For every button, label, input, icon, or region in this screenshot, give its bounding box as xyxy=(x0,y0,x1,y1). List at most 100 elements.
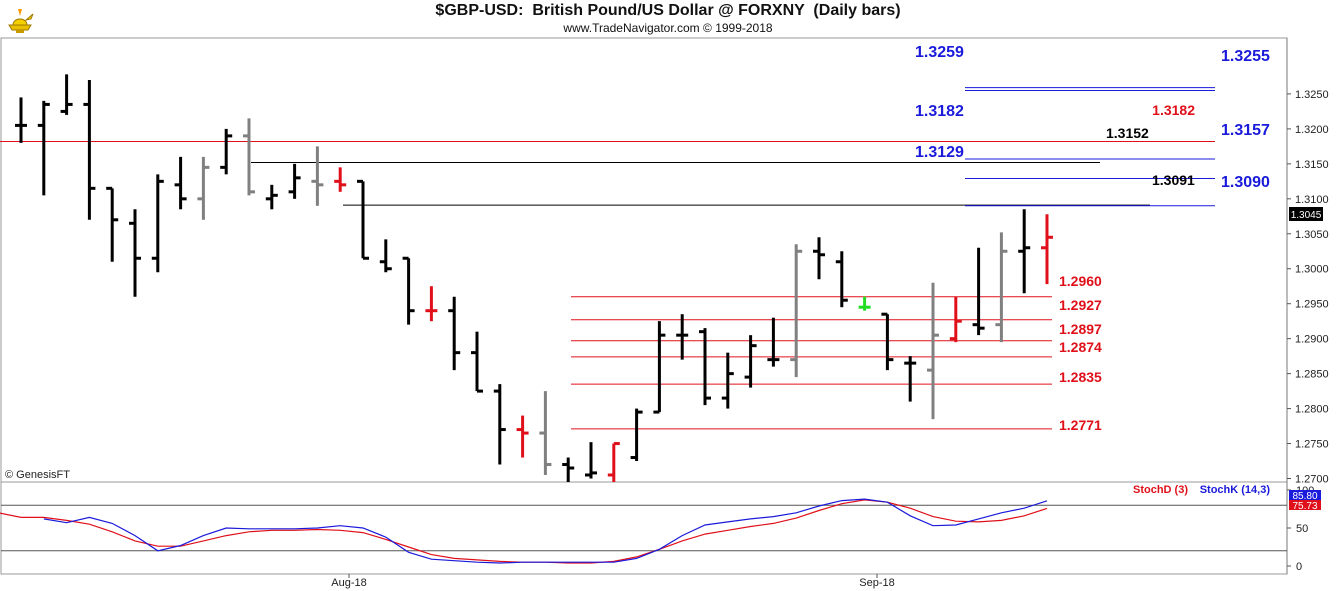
ohlc-bar xyxy=(607,442,620,482)
stochk-legend: StochK (14,3) xyxy=(1200,484,1271,496)
price-tick-label: 1.2750 xyxy=(1295,439,1329,451)
ohlc-bar xyxy=(676,314,689,360)
ohlc-bar xyxy=(744,335,757,388)
stoch-badges: 85.80 75.73 xyxy=(1289,490,1321,512)
level-label: 1.2835 xyxy=(1059,369,1102,385)
price-tick-label: 1.2950 xyxy=(1295,299,1329,311)
level-label: 1.3129 xyxy=(915,144,964,161)
stoch-reference-lines xyxy=(1,504,1287,552)
ohlc-bar xyxy=(630,408,643,462)
price-tick-label: 1.3000 xyxy=(1295,264,1329,276)
ohlc-bar xyxy=(949,296,962,343)
ohlc-bar xyxy=(881,312,894,371)
level-label: 1.2771 xyxy=(1059,417,1102,433)
ohlc-bar xyxy=(1041,214,1053,285)
level-label: 1.3090 xyxy=(1221,174,1270,191)
ohlc-bar xyxy=(585,442,597,479)
level-label: 1.2874 xyxy=(1059,339,1102,355)
price-tick-label: 1.3050 xyxy=(1295,229,1329,241)
level-lines xyxy=(0,87,1215,430)
level-label: 1.3259 xyxy=(915,44,964,61)
level-label: 1.3152 xyxy=(1106,125,1149,141)
chart-subtitle: www.TradeNavigator.com © 1999-2018 xyxy=(563,21,773,35)
ohlc-bar xyxy=(858,296,871,311)
stochk-last-value: 85.80 xyxy=(1292,491,1317,502)
level-label: 1.2927 xyxy=(1059,297,1102,313)
level-label: 1.3091 xyxy=(1152,172,1195,188)
ohlc-bar xyxy=(37,100,50,196)
ohlc-bar xyxy=(83,79,96,220)
ohlc-bar xyxy=(402,256,415,325)
price-tick-label: 1.3250 xyxy=(1295,89,1329,101)
ohlc-bar xyxy=(653,321,666,414)
date-tick-label: Aug-18 xyxy=(331,577,366,589)
ohlc-bar xyxy=(15,97,27,143)
last-price-label: 1.3045 xyxy=(1291,210,1322,221)
ohlc-bar xyxy=(995,232,1008,343)
level-label: 1.3182 xyxy=(1152,102,1195,118)
ohlc-bar xyxy=(197,156,210,220)
ohlc-bar xyxy=(106,186,119,262)
ohlc-bar xyxy=(699,328,711,406)
chart-title: $GBP-USD: British Pound/US Dollar @ FORX… xyxy=(435,2,901,19)
stochd-last-value: 75.73 xyxy=(1292,501,1317,512)
ohlc-bar xyxy=(927,282,939,420)
ohlc-bar xyxy=(562,457,575,482)
ohlc-bar xyxy=(311,146,324,206)
level-label: 1.2897 xyxy=(1059,321,1102,337)
ohlc-bar xyxy=(220,128,233,175)
ohlc-bar xyxy=(904,356,917,402)
stoch-series-line xyxy=(0,499,1048,564)
stoch-lines xyxy=(0,498,1048,564)
lamp-icon xyxy=(8,9,34,33)
ohlc-bar xyxy=(357,179,369,260)
ohlc-bar xyxy=(60,74,73,115)
ohlc-bar xyxy=(129,209,141,297)
ohlc-bar xyxy=(151,174,164,273)
date-tick-label: Sep-18 xyxy=(859,577,894,589)
ohlc-bar xyxy=(334,167,347,192)
date-axis: Aug-18 Sep-18 xyxy=(331,574,895,589)
chart-header: $GBP-USD: British Pound/US Dollar @ FORX… xyxy=(0,0,1336,38)
ohlc-bar xyxy=(721,352,734,409)
ohlc-bar xyxy=(972,247,985,336)
ohlc-bar xyxy=(243,118,255,196)
price-tick-label: 1.3150 xyxy=(1295,159,1329,171)
stoch-panel-border xyxy=(0,481,1288,575)
ohlc-bar xyxy=(539,391,552,476)
price-axis: 1.3250 1.3200 1.3150 1.3100 1.3050 1.3000 1.29… xyxy=(1287,89,1329,486)
price-panel-border xyxy=(0,37,1288,483)
level-label: 1.2960 xyxy=(1059,273,1102,289)
level-label: 1.3182 xyxy=(915,103,964,120)
price-bars xyxy=(15,74,1053,482)
stoch-tick-label: 50 xyxy=(1296,523,1308,535)
ohlc-bar xyxy=(790,244,803,378)
stoch-series-line xyxy=(43,498,1048,564)
stochd-legend: StochD (3) xyxy=(1133,484,1188,496)
price-tick-label: 1.3200 xyxy=(1295,124,1329,136)
ohlc-bar xyxy=(1018,209,1031,294)
price-tick-label: 1.2850 xyxy=(1295,369,1329,381)
price-tick-label: 1.2800 xyxy=(1295,404,1329,416)
ohlc-bar xyxy=(379,239,392,273)
ohlc-bar xyxy=(835,251,848,308)
ohlc-bar xyxy=(174,156,187,210)
level-label: 1.3255 xyxy=(1221,48,1270,65)
price-tick-label: 1.2700 xyxy=(1295,474,1329,486)
ohlc-bar xyxy=(288,163,301,199)
ohlc-bar xyxy=(448,296,461,371)
copyright-label: © GenesisFT xyxy=(5,469,70,481)
ohlc-bar xyxy=(265,184,278,210)
ohlc-bar xyxy=(493,384,506,465)
stoch-tick-label: 0 xyxy=(1296,561,1302,573)
price-tick-label: 1.2900 xyxy=(1295,334,1329,346)
ohlc-bar xyxy=(516,415,529,458)
ohlc-bar xyxy=(767,317,780,367)
ohlc-bar xyxy=(471,331,483,393)
ohlc-bar xyxy=(813,237,825,280)
price-tick-label: 1.3100 xyxy=(1295,194,1329,206)
level-label: 1.3157 xyxy=(1221,122,1270,139)
last-price-badge: 1.3045 xyxy=(1289,207,1323,221)
level-labels: 1.3259 1.3255 1.3182 1.3182 1.3157 1.3152 1.31… xyxy=(915,44,1270,433)
